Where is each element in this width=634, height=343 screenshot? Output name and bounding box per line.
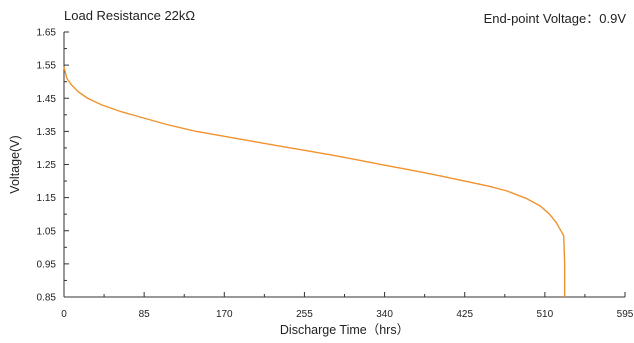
y-tick-label: 0.85 xyxy=(37,293,57,304)
y-axis-title: Voltage(V) xyxy=(8,135,22,193)
y-tick-label: 1.45 xyxy=(37,94,57,105)
x-tick-label: 595 xyxy=(617,309,634,320)
y-tick-label: 1.15 xyxy=(37,193,57,204)
load-resistance-label: Load Resistance 22kΩ xyxy=(64,8,196,23)
endpoint-voltage-label: End-point Voltage：0.9V xyxy=(483,11,626,26)
y-tick-label: 1.55 xyxy=(37,61,57,72)
series-group xyxy=(63,66,566,297)
y-axis-ticks: 0.85 0.95 1.05 1.15 1.25 1.35 1.45 1.55 1.65 xyxy=(37,28,69,304)
y-tick-label: 1.35 xyxy=(37,127,57,138)
x-tick-label: 340 xyxy=(376,309,393,320)
x-tick-label: 425 xyxy=(456,309,473,320)
chart-axes xyxy=(63,32,625,298)
x-tick-label: 0 xyxy=(61,309,67,320)
x-axis-ticks: 0 85 170 255 340 425 510 595 xyxy=(61,292,634,320)
x-tick-label: 170 xyxy=(216,309,233,320)
y-tick-label: 1.05 xyxy=(37,226,57,237)
x-tick-label: 85 xyxy=(139,309,151,320)
x-axis-title: Discharge Time（hrs） xyxy=(280,323,409,337)
y-tick-label: 0.95 xyxy=(37,259,57,270)
y-tick-label: 1.25 xyxy=(37,160,57,171)
x-tick-label: 255 xyxy=(296,309,313,320)
y-tick-label: 1.65 xyxy=(37,28,57,39)
x-tick-label: 510 xyxy=(537,309,554,320)
discharge-curve xyxy=(63,66,566,297)
